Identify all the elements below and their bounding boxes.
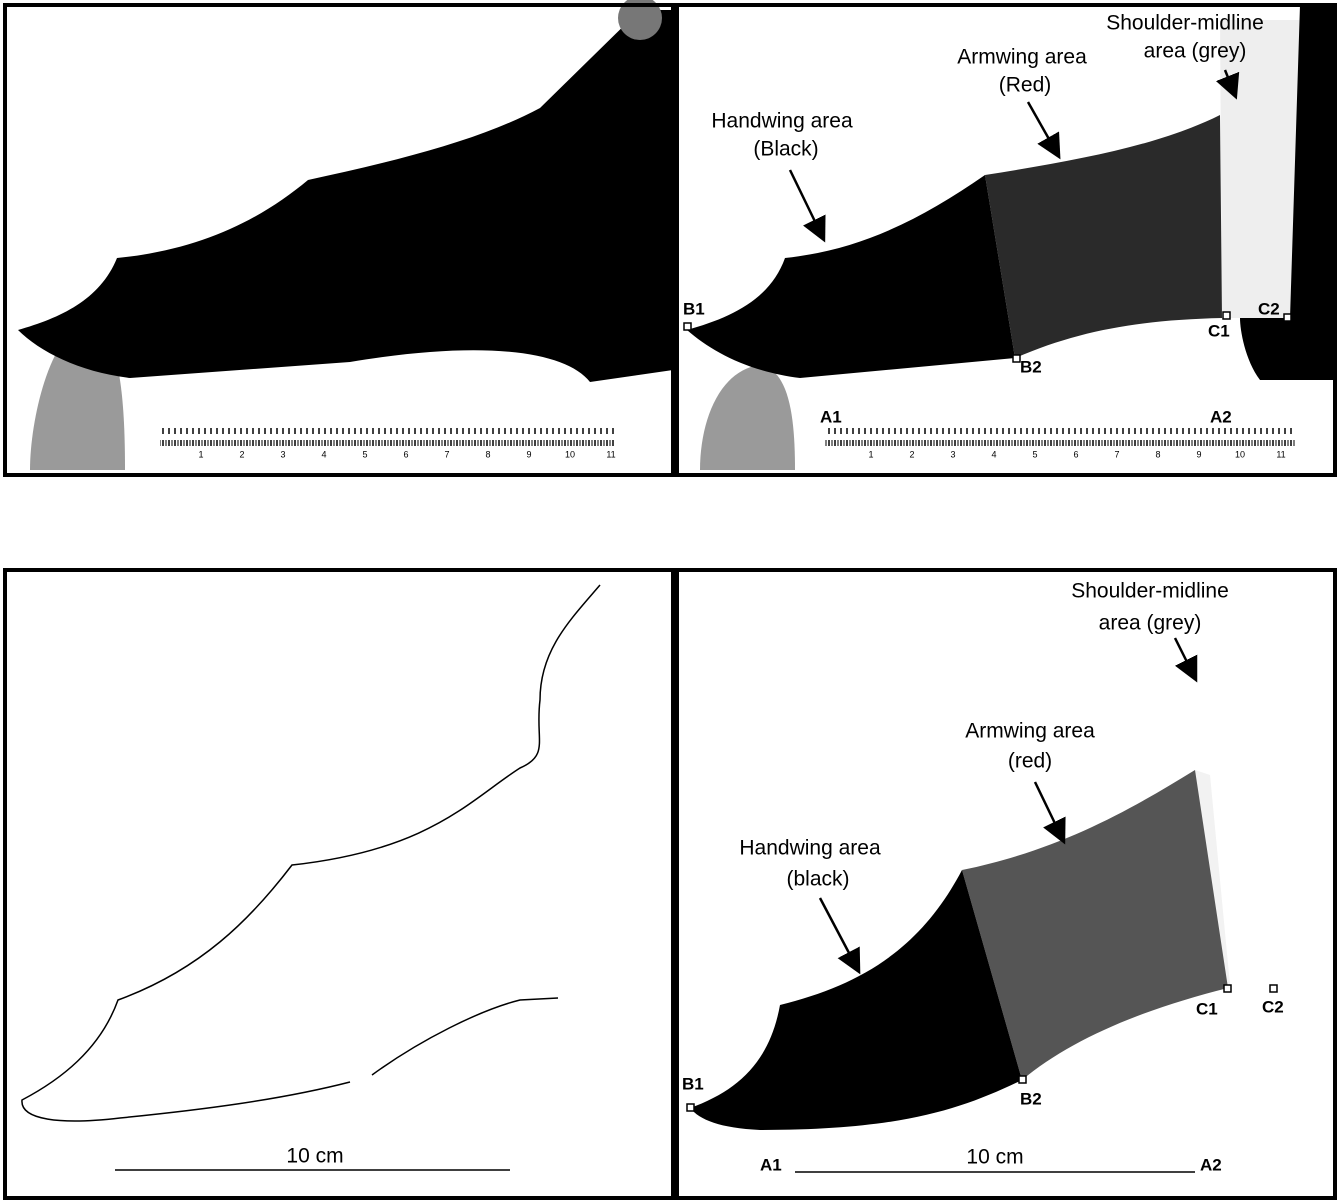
panel-bottom-left: 10 cm <box>5 570 673 1198</box>
label: (red) <box>1008 750 1052 773</box>
label: Armwing area <box>957 46 1087 69</box>
point <box>1270 985 1277 992</box>
point <box>1223 312 1230 319</box>
ruler-label: 10 <box>565 449 575 459</box>
point-label: A2 <box>1200 1155 1222 1174</box>
scale-label: 10 cm <box>286 1145 343 1168</box>
label: Handwing area <box>739 837 881 860</box>
point-label: B1 <box>683 299 705 318</box>
ruler-label: 3 <box>280 449 285 459</box>
label: Shoulder-midline <box>1106 12 1264 35</box>
label: Handwing area <box>711 110 853 133</box>
ruler <box>825 428 1295 446</box>
ruler-label: 5 <box>362 449 367 459</box>
point <box>687 1104 694 1111</box>
ruler-label: 10 <box>1235 449 1245 459</box>
ruler-label: 6 <box>1073 449 1078 459</box>
label: Shoulder-midline <box>1071 580 1229 603</box>
point <box>1019 1076 1026 1083</box>
ruler-label: 6 <box>403 449 408 459</box>
panel-bottom-right: Shoulder-midline area (grey) Armwing are… <box>677 570 1335 1198</box>
panel-top-right: 1 2 3 4 5 6 7 8 9 10 11 Shoulder-midline area (gre… <box>677 5 1337 475</box>
label: area (grey) <box>1099 612 1202 635</box>
point-label: C2 <box>1262 997 1284 1016</box>
ruler-label: 11 <box>1276 449 1285 459</box>
panel-top-left: 1 2 3 4 5 6 7 8 9 10 11 <box>5 0 673 475</box>
ruler-label: 8 <box>1155 449 1160 459</box>
ruler-label: 8 <box>485 449 490 459</box>
label: (Black) <box>753 138 818 161</box>
label: Armwing area <box>965 720 1095 743</box>
figure: 1234567891011 1234567891011 Shoulder-mid… <box>0 0 1339 1201</box>
point-label: A1 <box>760 1155 782 1174</box>
point <box>1013 355 1020 362</box>
ruler-label: 4 <box>991 449 996 459</box>
point-label: A2 <box>1210 407 1232 426</box>
point-label: B2 <box>1020 1089 1042 1108</box>
shoulder-area <box>1220 20 1300 318</box>
point-label: B1 <box>682 1074 704 1093</box>
ruler-label: 9 <box>526 449 531 459</box>
ruler-label: 7 <box>1114 449 1119 459</box>
panel-bg <box>5 570 673 1198</box>
label: (Red) <box>999 74 1052 97</box>
ruler-label: 9 <box>1196 449 1201 459</box>
point-label: B2 <box>1020 357 1042 376</box>
point-label: C1 <box>1196 999 1218 1018</box>
ruler-label: 2 <box>909 449 914 459</box>
ruler <box>160 428 615 446</box>
ruler-label: 11 <box>606 449 615 459</box>
ruler-label: 1 <box>868 449 873 459</box>
point <box>684 323 691 330</box>
ruler-label: 4 <box>321 449 326 459</box>
ruler-label: 1 <box>198 449 203 459</box>
point-label: C1 <box>1208 321 1230 340</box>
point-label: C2 <box>1258 299 1280 318</box>
point <box>1224 985 1231 992</box>
ruler-label: 3 <box>950 449 955 459</box>
point-label: A1 <box>820 407 842 426</box>
ruler-label: 5 <box>1032 449 1037 459</box>
label: (black) <box>786 868 849 891</box>
scale-label: 10 cm <box>966 1146 1023 1169</box>
ruler-label: 2 <box>239 449 244 459</box>
ruler-label: 7 <box>444 449 449 459</box>
label: area (grey) <box>1144 40 1247 63</box>
point <box>1284 314 1291 321</box>
